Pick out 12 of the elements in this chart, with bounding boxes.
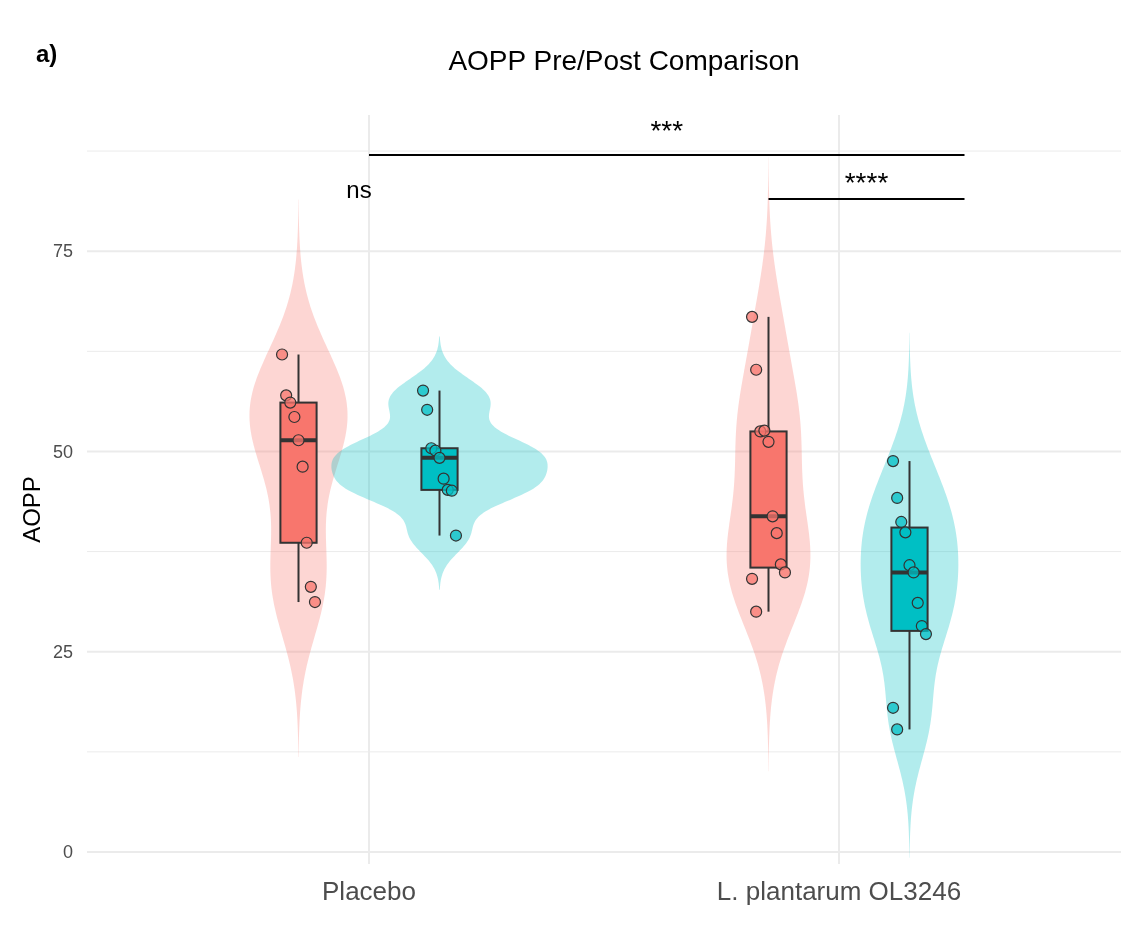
x-tick-label: L. plantarum OL3246 — [716, 876, 962, 906]
annotation: *** — [650, 115, 684, 146]
y-tick-label: 0 — [62, 842, 73, 863]
y-axis-title: AOPP — [18, 476, 45, 543]
y-tick-label: 25 — [52, 642, 73, 663]
y-tick-label: 50 — [52, 441, 73, 462]
y-tick-label: 75 — [52, 241, 73, 262]
annotation: **** — [844, 167, 889, 198]
annotation: ns — [346, 176, 372, 203]
x-tick-label: Placebo — [322, 876, 416, 906]
text: a) — [36, 40, 58, 67]
chart-title: AOPP Pre/Post Comparison — [448, 45, 800, 76]
